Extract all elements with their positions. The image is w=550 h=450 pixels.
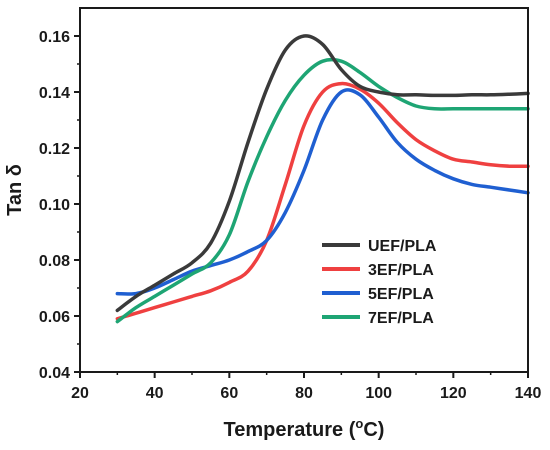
y-tick-label: 0.12 bbox=[39, 141, 70, 158]
y-tick-label: 0.16 bbox=[39, 29, 70, 46]
y-tick-label: 0.08 bbox=[39, 253, 70, 270]
legend-label: 7EF/PLA bbox=[368, 310, 434, 327]
y-tick-label: 0.04 bbox=[39, 365, 70, 382]
x-tick-label: 20 bbox=[71, 385, 89, 402]
x-tick-label: 140 bbox=[515, 385, 542, 402]
legend-label: 3EF/PLA bbox=[368, 262, 434, 279]
y-tick-label: 0.10 bbox=[39, 197, 70, 214]
x-tick-label: 80 bbox=[295, 385, 313, 402]
legend-label: UEF/PLA bbox=[368, 238, 437, 255]
y-tick-label: 0.06 bbox=[39, 309, 70, 326]
legend-label: 5EF/PLA bbox=[368, 286, 434, 303]
x-axis-title-superscript: o bbox=[355, 416, 363, 431]
ticks-layer: 20 40 60 80 100 120 140 0.04 0.06 0.08 0.10 0.12 0.1… bbox=[39, 29, 542, 402]
legend: UEF/PLA 3EF/PLA 5EF/PLA 7EF/PLA bbox=[322, 238, 437, 327]
x-axis-title: Temperature (oC) bbox=[224, 416, 385, 441]
y-axis-title: Tan δ bbox=[4, 164, 26, 216]
x-tick-label: 100 bbox=[365, 385, 392, 402]
series-line-uef-pla bbox=[115, 34, 530, 313]
plot-frame bbox=[79, 7, 529, 373]
series-line-3ef-pla bbox=[115, 81, 530, 321]
x-axis-title-end: C) bbox=[363, 419, 384, 441]
series-line-7ef-pla bbox=[115, 57, 530, 324]
series-line-5ef-pla bbox=[115, 88, 530, 296]
x-tick-label: 60 bbox=[220, 385, 238, 402]
y-tick-label: 0.14 bbox=[39, 85, 70, 102]
x-tick-label: 40 bbox=[146, 385, 164, 402]
series-layer bbox=[115, 34, 530, 324]
x-axis-title-main: Temperature ( bbox=[224, 419, 356, 441]
x-tick-label: 120 bbox=[440, 385, 467, 402]
